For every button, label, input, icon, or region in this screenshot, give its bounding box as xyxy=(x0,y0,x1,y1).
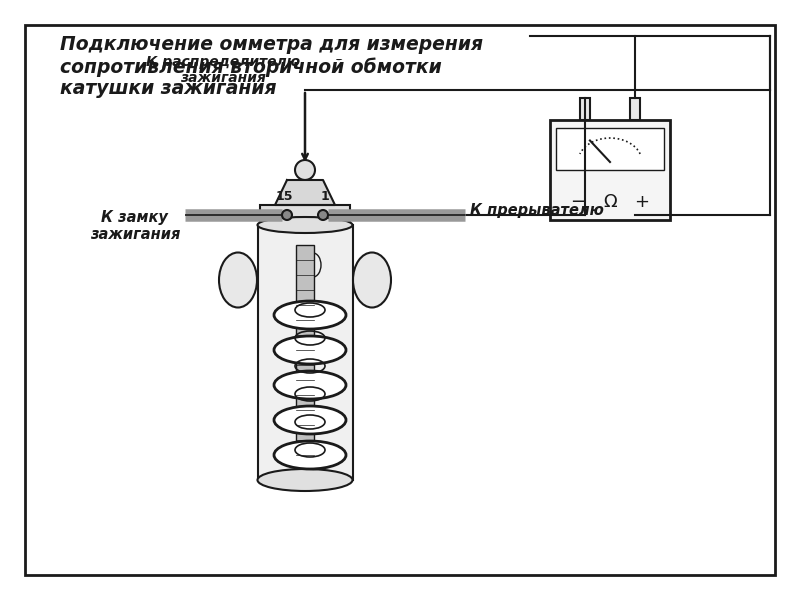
Text: К распределителю
зажигания: К распределителю зажигания xyxy=(146,55,300,85)
Text: +: + xyxy=(634,193,650,211)
Text: 15: 15 xyxy=(275,190,293,203)
Ellipse shape xyxy=(258,217,353,233)
Text: Ω: Ω xyxy=(603,193,617,211)
Text: 1: 1 xyxy=(321,190,330,203)
Ellipse shape xyxy=(274,441,346,469)
Ellipse shape xyxy=(258,469,353,491)
Ellipse shape xyxy=(274,371,346,399)
Ellipse shape xyxy=(274,406,346,434)
Ellipse shape xyxy=(219,253,257,307)
Circle shape xyxy=(318,210,328,220)
Text: катушки зажигания: катушки зажигания xyxy=(60,79,277,98)
Text: −: − xyxy=(570,193,586,211)
Text: сопротивления вторичной обмотки: сопротивления вторичной обмотки xyxy=(60,57,442,77)
Ellipse shape xyxy=(353,253,391,307)
Ellipse shape xyxy=(274,301,346,329)
Circle shape xyxy=(295,160,315,180)
Bar xyxy=(258,225,353,480)
Bar xyxy=(296,245,314,465)
Circle shape xyxy=(282,210,292,220)
Polygon shape xyxy=(275,180,335,205)
Text: К прерывателю: К прерывателю xyxy=(470,203,604,218)
Text: Подключение омметра для измерения: Подключение омметра для измерения xyxy=(60,35,483,54)
Bar xyxy=(580,98,590,120)
Bar xyxy=(556,128,664,170)
Text: К замку
зажигания: К замку зажигания xyxy=(90,210,180,242)
Bar xyxy=(630,98,640,120)
Bar xyxy=(550,120,670,220)
Bar xyxy=(260,205,350,225)
Ellipse shape xyxy=(274,336,346,364)
